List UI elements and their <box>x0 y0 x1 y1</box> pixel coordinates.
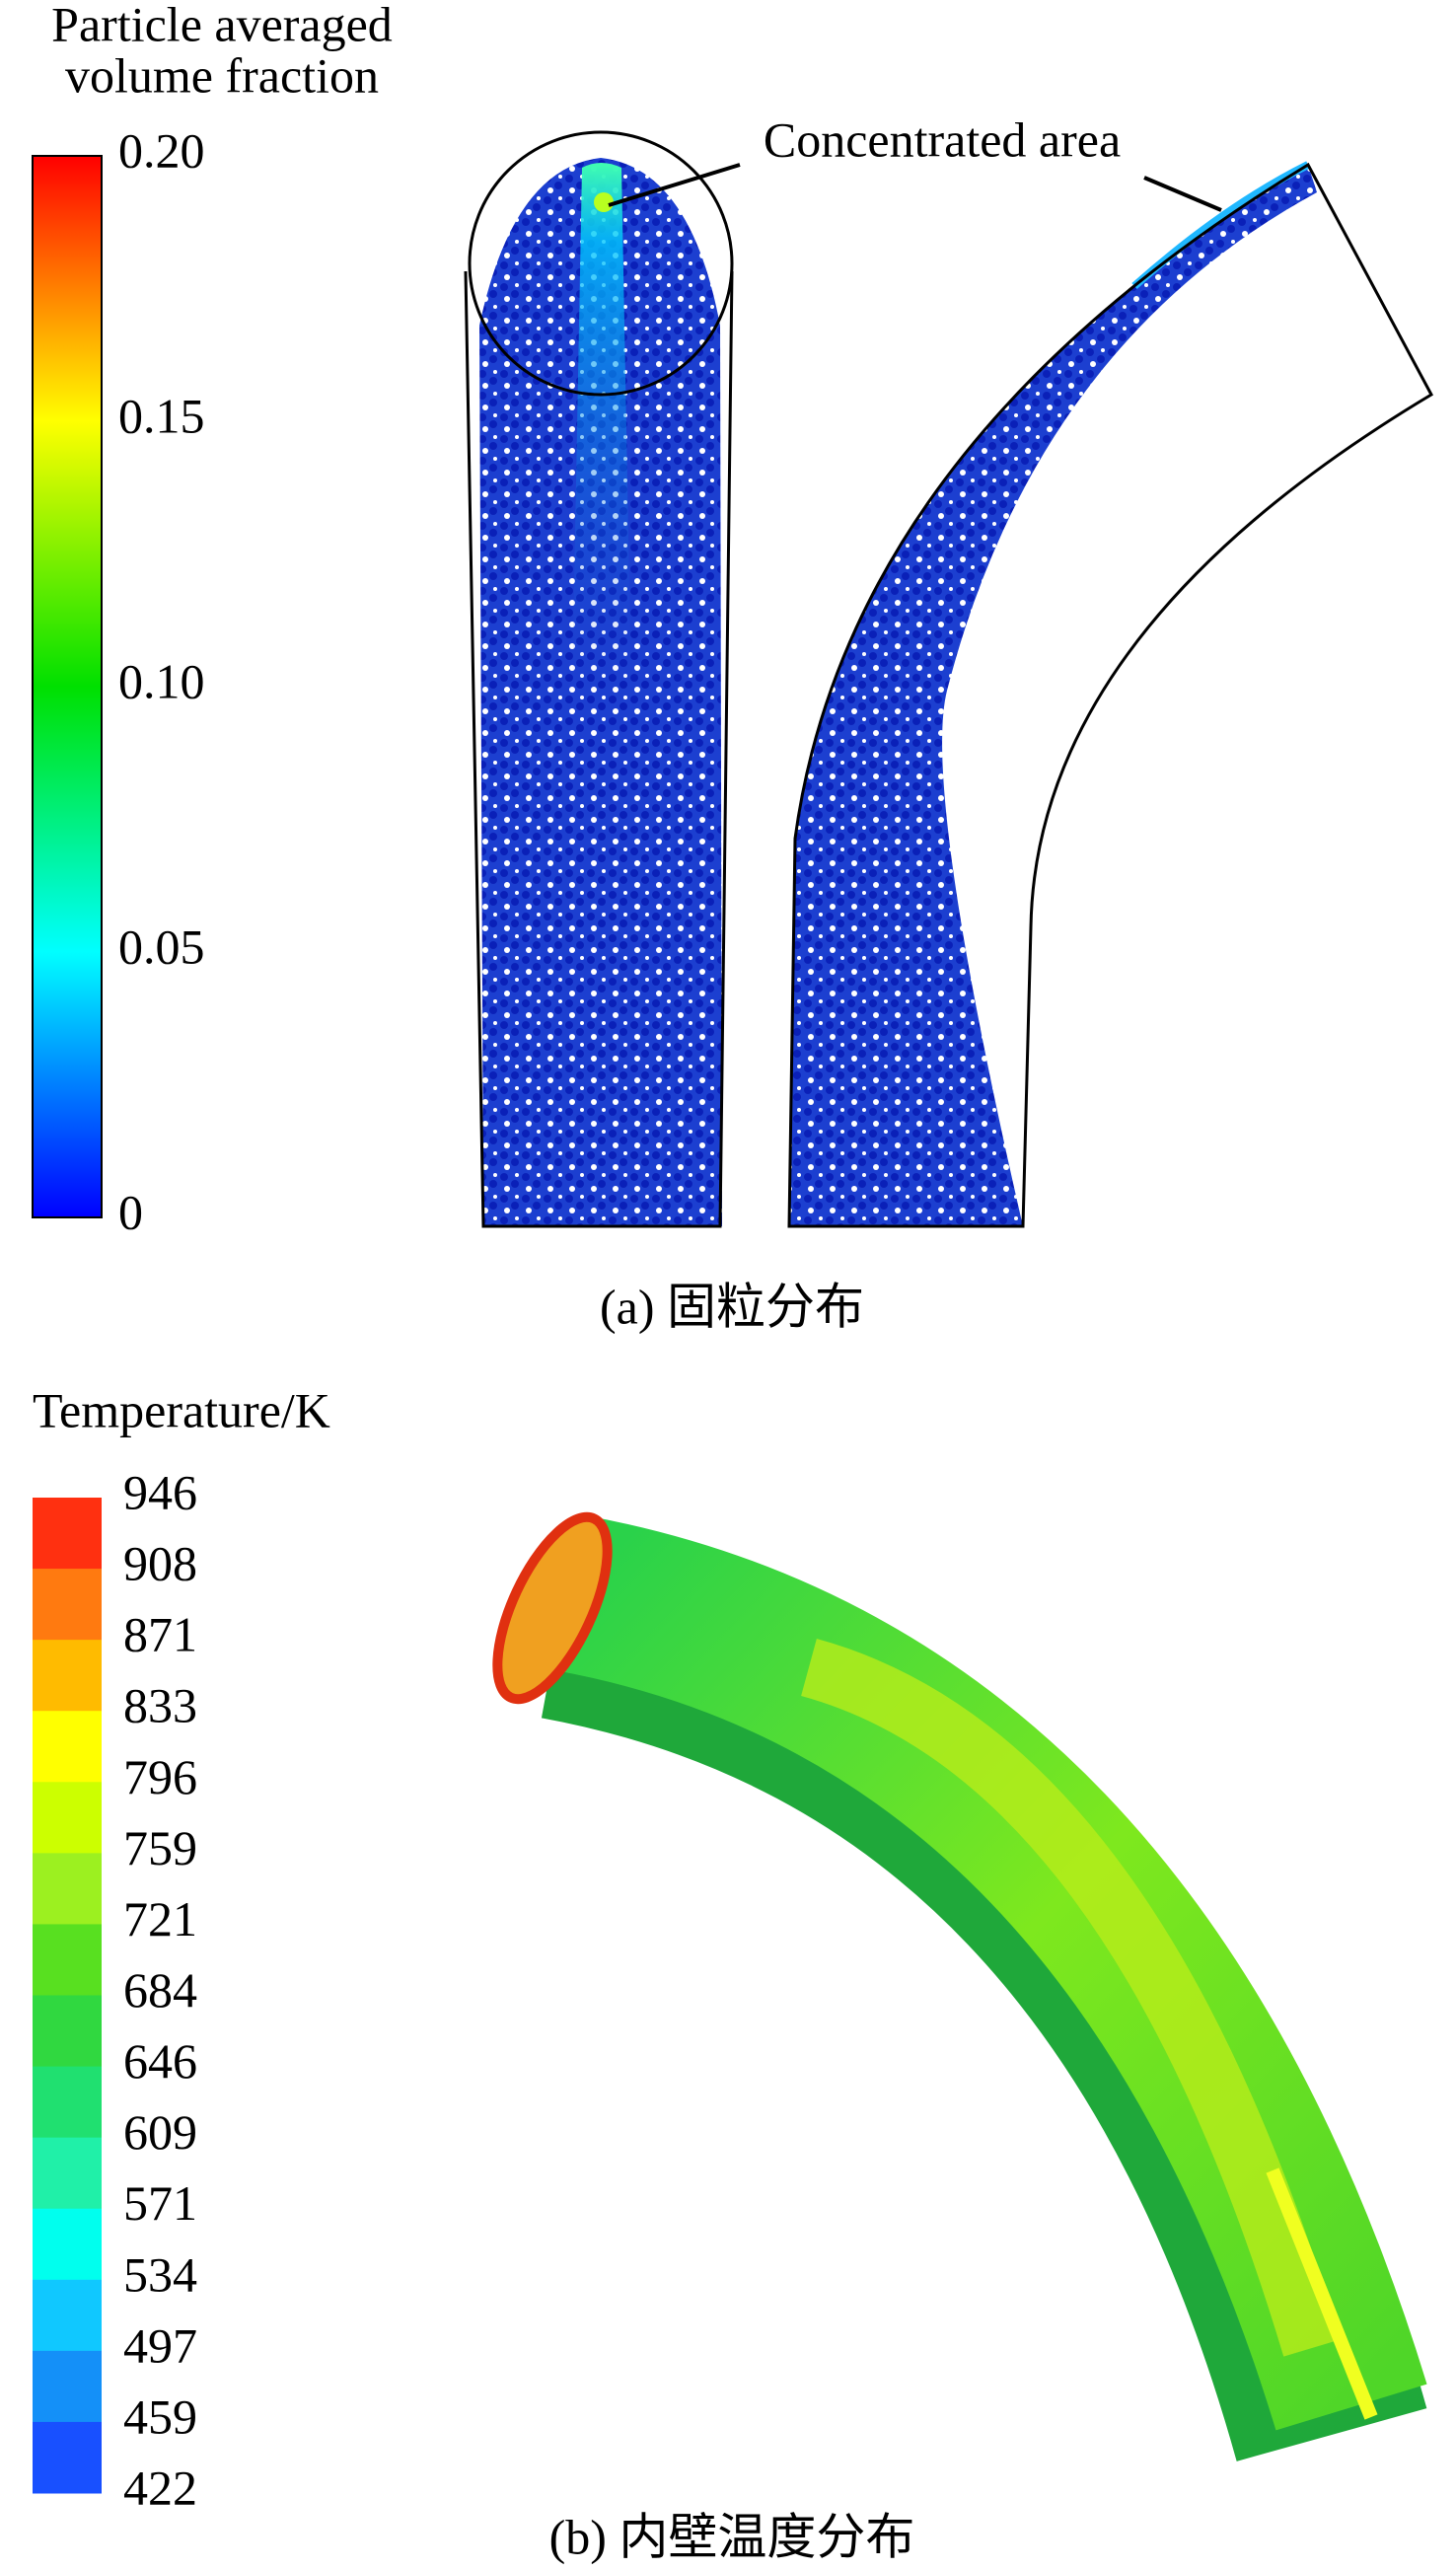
colorbar-tick-label: 534 <box>123 2246 197 2302</box>
colorbar-band <box>33 1853 102 1925</box>
colorbar-band <box>33 1498 102 1570</box>
concentration <box>572 163 631 691</box>
colorbar-tick-label: 0 <box>118 1184 143 1239</box>
colorbar-title: Particle averaged <box>51 0 393 51</box>
caption: (b) 内壁温度分布 <box>549 2509 915 2564</box>
colorbar-band <box>33 2279 102 2352</box>
colorbar-band <box>33 1924 102 1996</box>
particles-right <box>789 165 1317 1226</box>
pipe-hot-band <box>801 1639 1341 2357</box>
colorbar-tick-label: 646 <box>123 2033 197 2089</box>
pipe-end <box>492 1511 613 1705</box>
colorbar-band <box>33 2137 102 2210</box>
colorbar-band <box>33 2350 102 2423</box>
caption: (a) 固粒分布 <box>600 1279 864 1334</box>
colorbar-band <box>33 2066 102 2139</box>
colorbar-tick-label: 497 <box>123 2317 197 2373</box>
colorbar <box>32 155 103 1218</box>
colorbar-band <box>33 1995 102 2068</box>
colorbar-band <box>33 1782 102 1854</box>
tube-cap <box>468 130 734 397</box>
colorbar-band <box>33 1711 102 1783</box>
colorbar-tick-label: 571 <box>123 2175 197 2231</box>
tube-outline <box>464 270 734 1228</box>
annotation: Concentrated area <box>764 111 1121 167</box>
colorbar-tick-label: 0.15 <box>118 388 205 443</box>
leader-line <box>608 163 741 207</box>
colorbar-tick-label: 684 <box>123 1962 197 2018</box>
colorbar-band <box>33 1640 102 1712</box>
colorbar-tick-label: 721 <box>123 1891 197 1946</box>
hotspot <box>594 192 614 212</box>
colorbar-band <box>33 2421 102 2494</box>
colorbar-band <box>33 2208 102 2281</box>
colorbar-tick-label: 0.20 <box>118 122 205 178</box>
particles-left <box>479 158 722 1226</box>
colorbar-tick-label: 422 <box>123 2460 197 2515</box>
colorbar-title: Temperature/K <box>33 1382 330 1437</box>
colorbar-tick-label: 871 <box>123 1607 197 1662</box>
colorbar-tick-label: 833 <box>123 1678 197 1733</box>
colorbar-band <box>33 1569 102 1641</box>
pipe-hot-streak <box>1266 2167 1378 2420</box>
colorbar-tick-label: 946 <box>123 1464 197 1519</box>
colorbar-tick-label: 908 <box>123 1536 197 1591</box>
bend-outline <box>787 162 1433 1228</box>
colorbar-tick-label: 0.05 <box>118 918 205 974</box>
colorbar-tick-label: 0.10 <box>118 653 205 708</box>
colorbar-tick-label: 459 <box>123 2388 197 2444</box>
colorbar-tick-label: 759 <box>123 1820 197 1875</box>
colorbar-tick-label: 609 <box>123 2104 197 2160</box>
colorbar-tick-label: 796 <box>123 1749 197 1804</box>
leader-line <box>1143 176 1222 212</box>
colorbar-title: volume fraction <box>65 47 379 103</box>
